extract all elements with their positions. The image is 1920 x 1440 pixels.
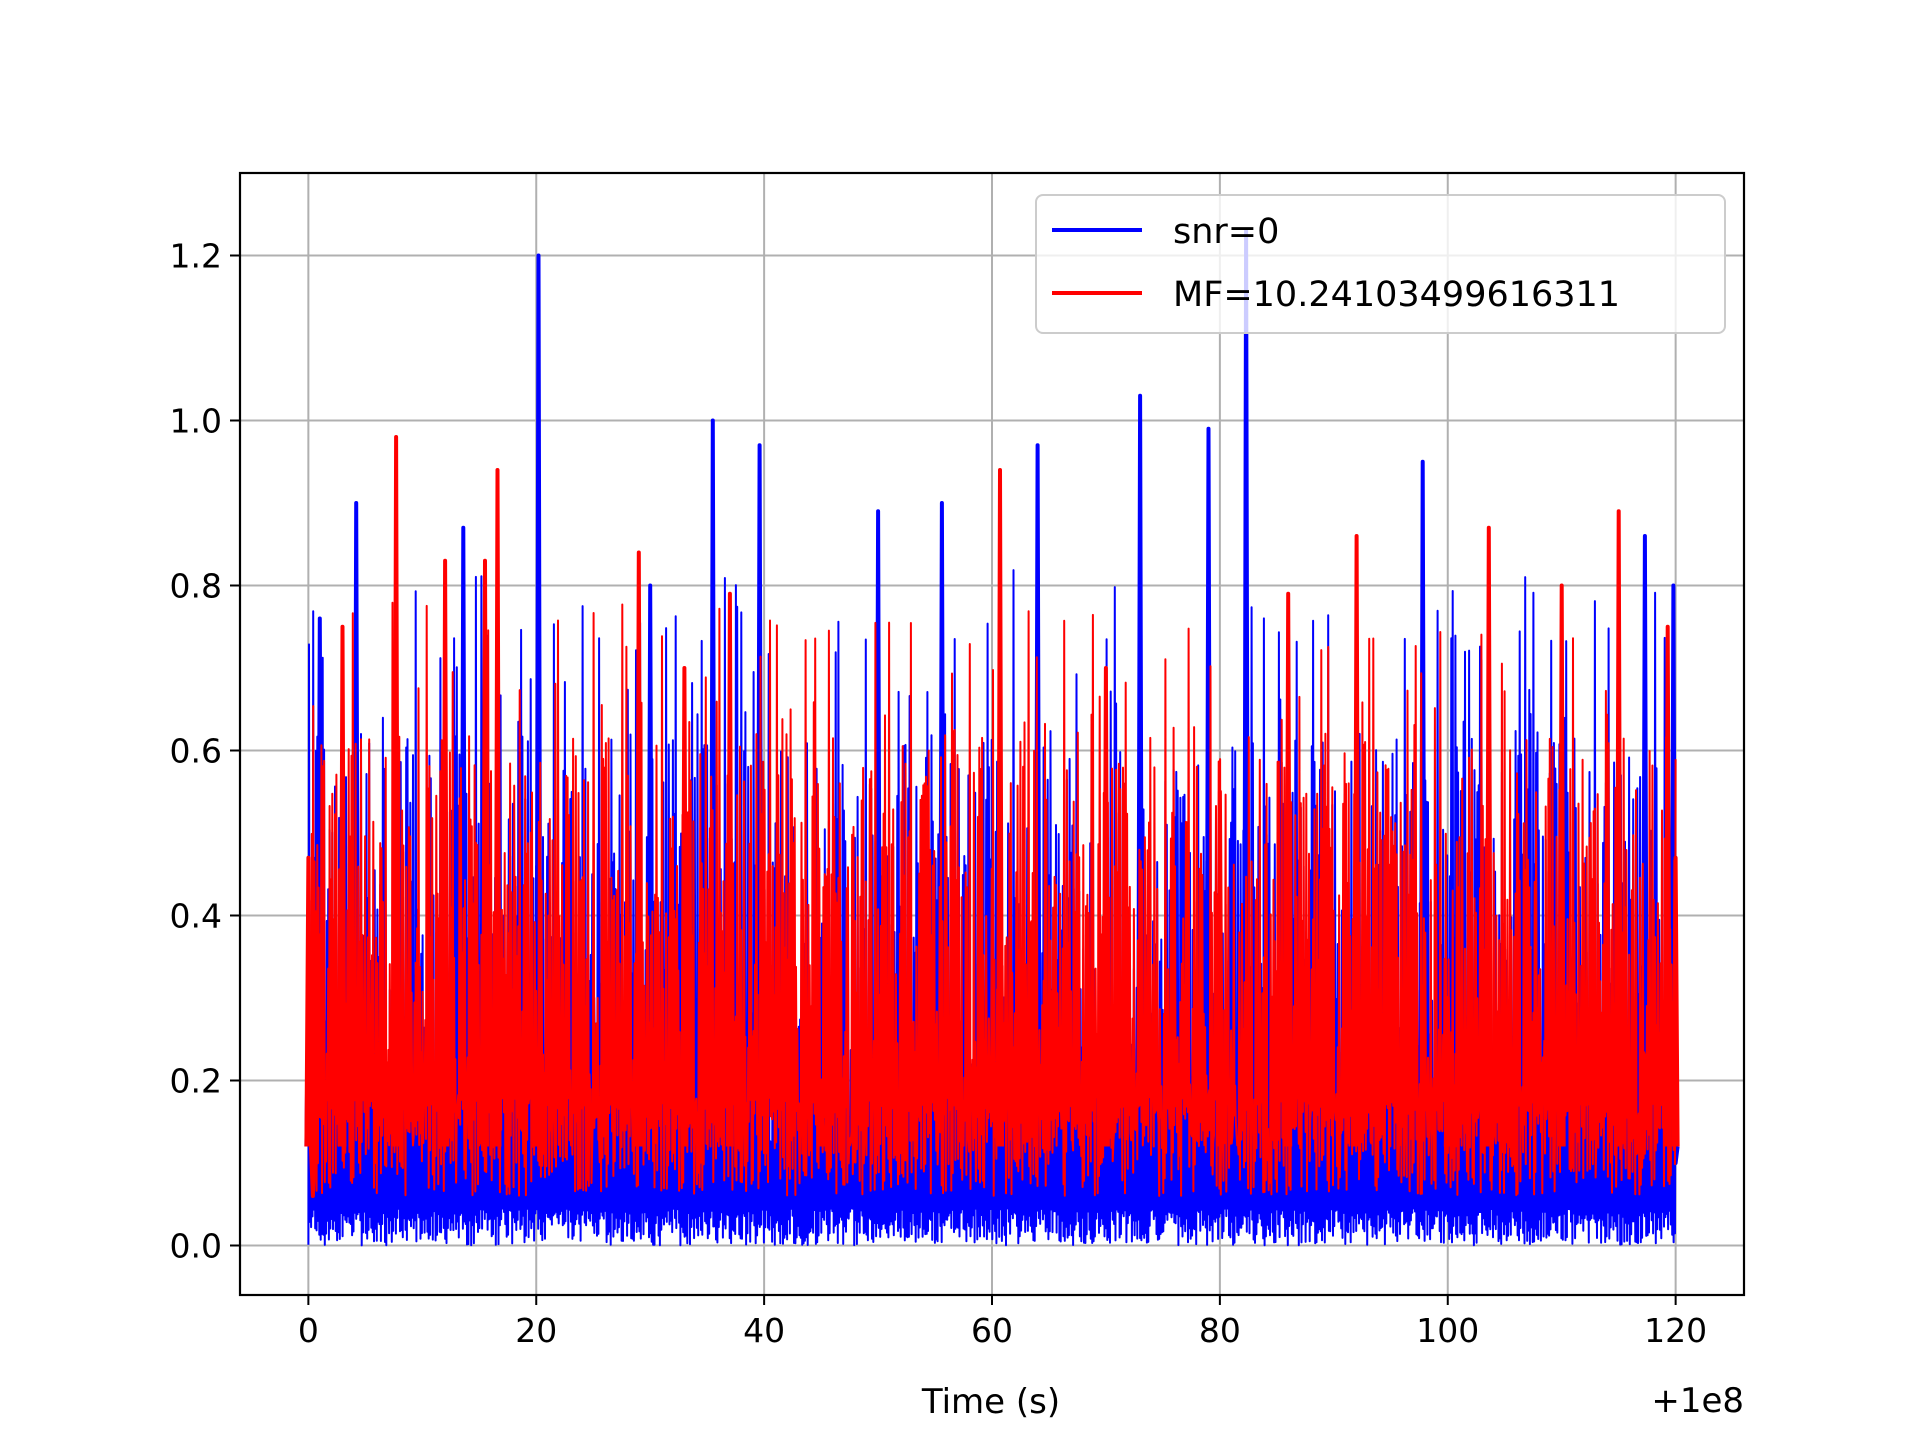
series-peak [441, 558, 450, 1147]
x-offset-text: +1e8 [1651, 1381, 1744, 1421]
y-tick-label: 0.4 [170, 897, 222, 936]
x-tick-label: 20 [515, 1311, 557, 1350]
series-peak [1614, 509, 1623, 1147]
series-peak [680, 666, 689, 1147]
series-peak [1443, 996, 1452, 1147]
x-tick-label: 120 [1644, 1311, 1707, 1350]
x-tick-label: 100 [1416, 1311, 1479, 1350]
series-peak [1671, 855, 1680, 1147]
x-axis: 0 20 40 60 80 100 120 [298, 1295, 1707, 1350]
x-tick-label: 60 [971, 1311, 1013, 1350]
series-peak [1215, 789, 1224, 1147]
series-peak [304, 855, 313, 1147]
legend-box [1035, 194, 1726, 334]
y-tick-label: 0.2 [170, 1062, 222, 1101]
series-mf [304, 435, 1680, 1198]
y-tick-label: 0.0 [170, 1227, 222, 1266]
x-tick-label: 80 [1199, 1311, 1241, 1350]
series-peak [532, 1078, 541, 1147]
y-tick-label: 0.8 [170, 567, 222, 606]
series-peak [308, 1146, 317, 1198]
series-peak [338, 624, 347, 1147]
x-axis-label: Time (s) [921, 1382, 1060, 1422]
series-peak [392, 435, 401, 1147]
series-peak [1284, 591, 1293, 1147]
legend-label-mf: MF=10.24103499616311 [1173, 275, 1620, 315]
series-peak [725, 591, 734, 1147]
legend: snr=0 MF=10.24103499616311 [1035, 194, 1726, 334]
y-axis: 0.0 0.2 0.4 0.6 0.8 1.0 1.2 [170, 237, 240, 1266]
x-tick-label: 0 [298, 1311, 319, 1350]
plot-area [304, 228, 1680, 1247]
series-peak [481, 558, 489, 1147]
series-peak [634, 550, 643, 1147]
series-peak [1663, 624, 1672, 1147]
series-peak [1352, 534, 1361, 1147]
series-peak [817, 1078, 826, 1147]
series-peak [1557, 583, 1566, 1147]
series-peak [996, 468, 1004, 1147]
series-peak [1484, 525, 1493, 1147]
legend-label-snr: snr=0 [1173, 212, 1279, 252]
series-peak [1101, 666, 1110, 1147]
series-peak [493, 468, 502, 1147]
x-tick-label: 40 [743, 1311, 785, 1350]
y-tick-label: 0.6 [170, 732, 222, 771]
y-tick-label: 1.0 [170, 402, 222, 441]
y-tick-label: 1.2 [170, 237, 222, 276]
